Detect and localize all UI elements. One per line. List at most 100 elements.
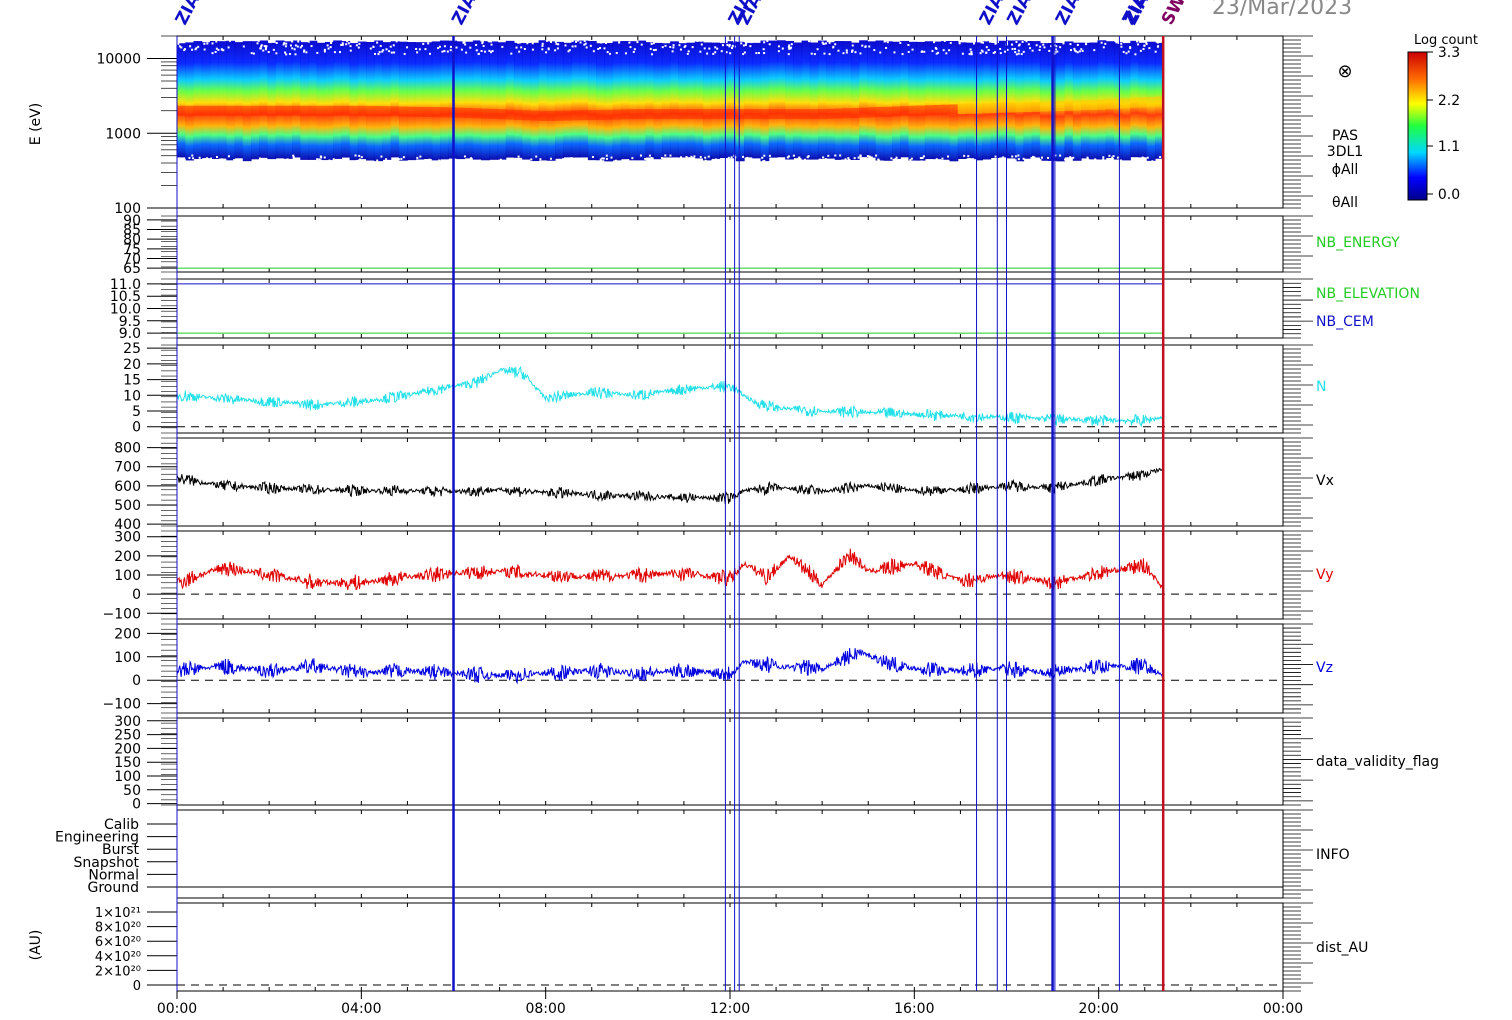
spectrogram-speckle <box>565 163 568 166</box>
spectrogram-speckle <box>424 48 427 51</box>
spectrogram-speckle <box>974 39 977 42</box>
spectrogram-speckle <box>757 166 760 169</box>
colorbar-tick-label: 3.3 <box>1438 45 1460 61</box>
spectrogram-speckle <box>347 162 350 165</box>
spectrogram-speckle <box>837 49 840 52</box>
spectrogram-peak <box>587 110 597 121</box>
spectrogram-speckle <box>1047 156 1050 159</box>
spectrogram-column <box>612 41 622 161</box>
spectrogram-speckle <box>448 162 451 165</box>
spectrogram-column <box>464 41 474 159</box>
spectrogram-speckle <box>531 42 534 45</box>
spectrogram-peak <box>530 110 540 121</box>
spectrogram-speckle <box>685 156 688 159</box>
spectrogram-speckle <box>191 48 194 51</box>
spectrogram-speckle <box>512 160 515 163</box>
spectrogram-speckle <box>441 50 444 53</box>
spectrogram-speckle <box>319 159 322 162</box>
spectrogram-speckle <box>781 163 784 166</box>
spectrogram-speckle <box>1085 41 1088 44</box>
spectrogram-speckle <box>859 52 862 55</box>
spectrogram-speckle <box>488 49 491 52</box>
spectrogram-speckle <box>415 47 418 50</box>
vx-ytick-label: 700 <box>114 460 141 476</box>
spectrogram-peak <box>653 109 663 120</box>
spectrogram-speckle <box>238 160 241 163</box>
spectrogram-speckle <box>885 161 888 164</box>
spectrogram-speckle <box>875 154 878 157</box>
spectrogram-speckle <box>215 160 218 163</box>
spectrogram-speckle <box>284 51 287 54</box>
spectrogram-speckle <box>748 157 751 160</box>
spectrogram-column <box>193 41 203 160</box>
spectrogram-speckle <box>535 155 538 158</box>
spectrogram-speckle <box>482 45 485 48</box>
spectrogram-peak <box>193 105 203 116</box>
event-label: SW <box>1158 0 1190 28</box>
spectrogram-speckle <box>1094 158 1097 161</box>
vx-ytick-label: 500 <box>114 498 141 514</box>
spectrogram-speckle <box>450 165 453 168</box>
spectrogram-column <box>234 42 244 159</box>
spectrogram-speckle <box>757 52 760 55</box>
spectrogram-speckle <box>372 45 375 48</box>
spectrogram-speckle <box>704 156 707 159</box>
spectrogram-speckle <box>729 52 732 55</box>
spectrogram-speckle <box>378 164 381 167</box>
spectrogram-speckle <box>1098 161 1101 164</box>
spectrogram-speckle <box>455 46 458 49</box>
spectrogram-speckle <box>378 51 381 54</box>
spectrogram-speckle <box>541 166 544 169</box>
spectrogram-speckle <box>847 157 850 160</box>
spectrogram-speckle <box>672 46 675 49</box>
x-tick-label: 08:00 <box>525 1001 565 1017</box>
spectrogram-speckle <box>734 156 737 159</box>
spectrogram-speckle <box>579 41 582 44</box>
spectrogram-speckle <box>758 163 761 166</box>
density-ytick-label: 25 <box>123 341 141 357</box>
spectrogram-speckle <box>1018 43 1021 46</box>
spectrogram-speckle <box>808 40 811 43</box>
vy-ytick-label: 200 <box>114 549 141 565</box>
spectrogram-column <box>530 42 540 162</box>
spectrogram-speckle <box>210 165 213 168</box>
spectrogram-column <box>201 42 211 159</box>
spectrogram-speckle <box>1015 40 1018 43</box>
spectrogram-speckle <box>607 166 610 169</box>
spectrogram-speckle <box>599 158 602 161</box>
spectrogram-speckle <box>999 47 1002 50</box>
spectrogram-speckle <box>679 48 682 51</box>
spectrogram-speckle <box>744 161 747 164</box>
spectrogram-speckle <box>1071 163 1074 166</box>
spectrogram-speckle <box>873 49 876 52</box>
spectrogram-speckle <box>664 154 667 157</box>
spectrogram-speckle <box>864 45 867 48</box>
spectrogram-speckle <box>1121 164 1124 167</box>
spectrogram-speckle <box>197 45 200 48</box>
spectrogram-speckle <box>1073 47 1076 50</box>
spectrogram-speckle <box>985 163 988 166</box>
spectrogram-speckle <box>618 41 621 44</box>
spectrogram-column <box>637 40 647 161</box>
spectrogram-speckle <box>610 165 613 168</box>
spectrogram-speckle <box>936 164 939 167</box>
spectrogram-peak <box>283 105 293 116</box>
spectrogram-speckle <box>598 40 601 43</box>
spectrogram-speckle <box>691 46 694 49</box>
spectrogram-column <box>242 41 252 162</box>
spectrogram-speckle <box>191 154 194 157</box>
spectrogram-speckle <box>259 47 262 50</box>
spectrogram-speckle <box>198 156 201 159</box>
spectrogram-speckle <box>999 52 1002 55</box>
spectrogram-speckle <box>969 40 972 43</box>
spectrogram-speckle <box>749 45 752 48</box>
spectrogram-speckle <box>489 40 492 43</box>
spectrogram-speckle <box>796 158 799 161</box>
spectrogram-peak <box>275 105 285 116</box>
spectrogram-peak <box>859 107 868 118</box>
spectrogram-speckle <box>190 165 193 168</box>
spectrogram-speckle <box>973 165 976 168</box>
spectrogram-speckle <box>1145 43 1148 46</box>
spectrogram-column <box>489 41 499 160</box>
